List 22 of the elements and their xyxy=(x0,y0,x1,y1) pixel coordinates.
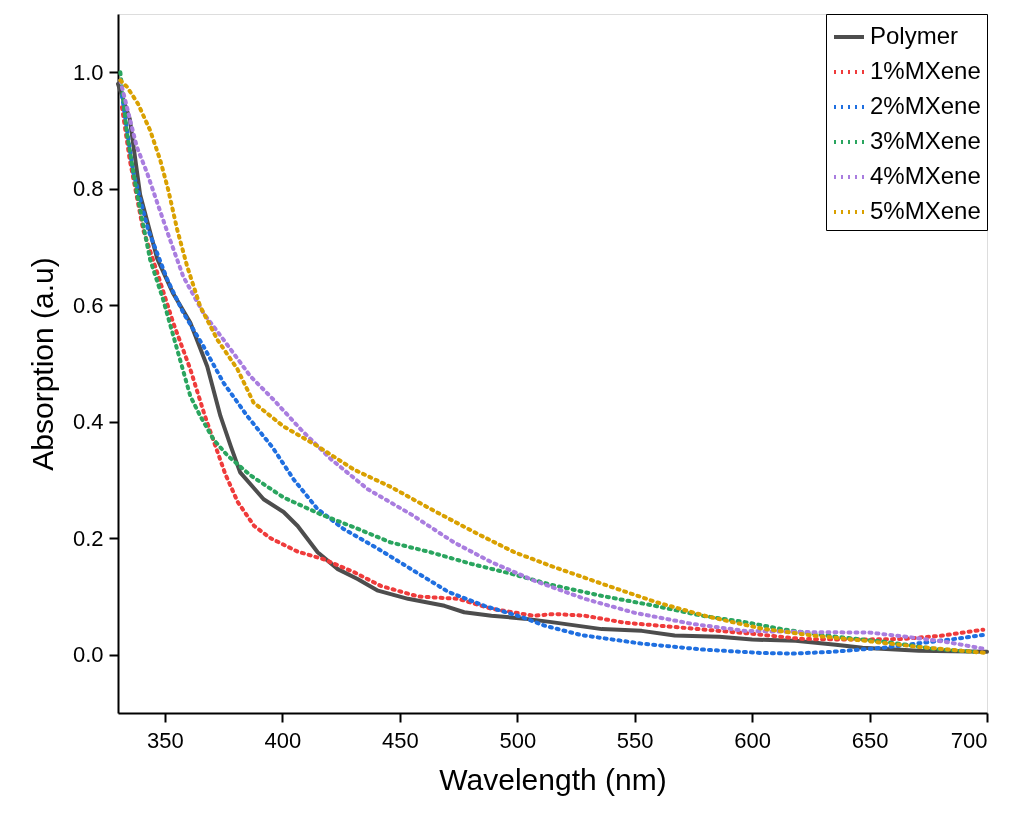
x-tick-label: 650 xyxy=(851,727,889,753)
y-tick-label: 0.8 xyxy=(72,176,104,202)
x-tick-label: 500 xyxy=(499,727,537,753)
x-axis-title: Wavelength (nm) xyxy=(439,762,667,796)
y-tick-label: 0.0 xyxy=(72,642,104,668)
y-tick-label: 0.6 xyxy=(72,292,104,318)
legend-label: 2%MXene xyxy=(870,92,981,119)
x-tick-label: 600 xyxy=(734,727,771,753)
y-tick-label: 0.4 xyxy=(72,409,104,435)
x-tick-label: 550 xyxy=(616,727,654,753)
legend-label: 4%MXene xyxy=(870,162,981,189)
legend-label: 5%MXene xyxy=(870,197,981,224)
x-tick-label: 700 xyxy=(950,727,988,753)
legend-label: Polymer xyxy=(870,22,959,49)
y-tick-label: 0.2 xyxy=(72,525,104,551)
y-tick-label: 1.0 xyxy=(72,59,104,85)
x-tick-label: 400 xyxy=(264,727,302,753)
x-tick-label: 350 xyxy=(147,727,184,753)
legend-label: 1%MXene xyxy=(870,57,981,84)
x-tick-label: 450 xyxy=(381,727,419,753)
y-axis-title: Absorption (a.u) xyxy=(25,257,59,471)
legend-label: 3%MXene xyxy=(870,127,981,154)
